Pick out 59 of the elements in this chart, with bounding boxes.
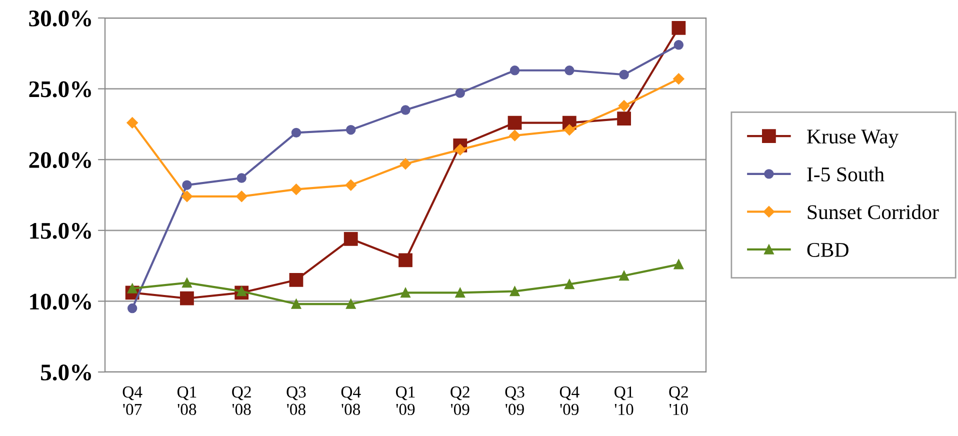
point: [346, 299, 356, 309]
point: [564, 124, 576, 136]
point: [127, 303, 138, 314]
point: [617, 112, 631, 126]
x-tick-label: Q2 '08: [232, 386, 251, 416]
x-tick-label: Q4 '08: [341, 386, 361, 416]
point: [346, 125, 356, 135]
y-tick-label: 20.0%: [29, 152, 91, 168]
point: [180, 291, 194, 306]
point: [291, 128, 302, 138]
point: [618, 100, 630, 112]
y-tick-label: 5.0%: [41, 364, 91, 381]
y-tick-label: 15.0%: [30, 222, 91, 239]
point: [508, 116, 522, 130]
x-tick-label: Q4 '09: [560, 386, 580, 416]
point: [289, 273, 304, 287]
x-tick-label: Q2 '09: [450, 386, 470, 416]
legend-label: I-5 South: [807, 166, 884, 182]
point: [236, 190, 248, 202]
point: [344, 232, 358, 246]
point: [674, 40, 684, 50]
point: [454, 144, 466, 156]
point: [455, 88, 465, 98]
point: [345, 179, 356, 191]
x-tick-label: Q1 '08: [177, 386, 196, 416]
point: [126, 117, 138, 128]
point: [400, 105, 410, 115]
x-tick-label: Q2 '10: [669, 386, 688, 416]
legend-label: CBD: [807, 242, 848, 257]
legend-label: Sunset Corridor: [808, 204, 939, 220]
point: [400, 158, 412, 170]
y-tick-label: 10.0%: [30, 294, 91, 310]
point: [236, 173, 246, 183]
point: [398, 253, 412, 268]
x-tick-label: Q4 '07: [122, 386, 142, 416]
point: [619, 270, 629, 281]
x-tick-label: Q3 '09: [505, 386, 524, 416]
legend-label: Kruse Way: [807, 130, 899, 148]
y-tick-label: 30.0%: [29, 10, 91, 27]
point: [290, 184, 302, 195]
point: [181, 190, 193, 202]
point: [619, 70, 629, 80]
point: [182, 278, 192, 288]
point: [400, 288, 410, 298]
x-tick-label: Q1 '10: [614, 386, 634, 416]
x-tick-label: Q3 '08: [286, 386, 306, 416]
point: [564, 279, 574, 290]
point: [455, 288, 465, 298]
point: [291, 299, 302, 309]
point: [509, 130, 520, 142]
point: [182, 180, 192, 190]
y-tick-label: 25.0%: [29, 81, 91, 98]
point: [673, 73, 684, 84]
point: [564, 66, 574, 76]
point: [510, 66, 520, 76]
point: [510, 286, 520, 296]
x-tick-label: Q1 '09: [396, 386, 415, 416]
point: [672, 20, 686, 35]
point: [674, 260, 684, 270]
